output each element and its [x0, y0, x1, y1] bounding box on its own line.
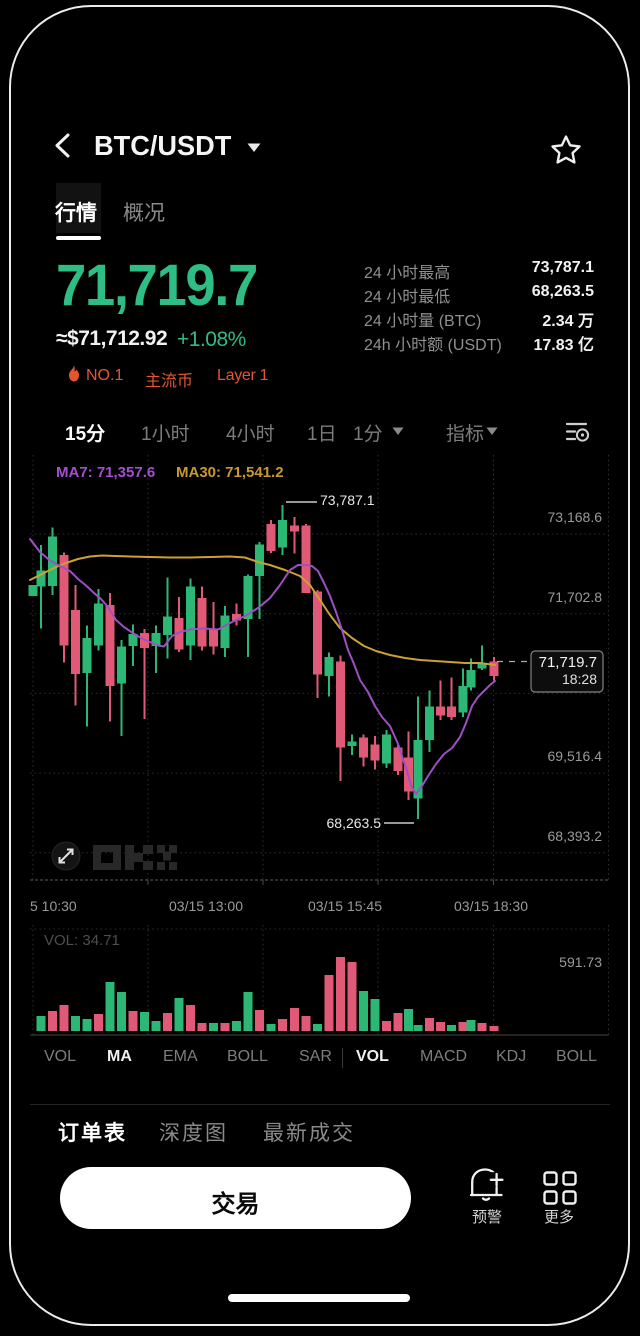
svg-text:73,787.1: 73,787.1 — [320, 492, 375, 508]
svg-text:591.73: 591.73 — [559, 954, 602, 970]
svg-text:18:28: 18:28 — [562, 671, 597, 687]
svg-text:73,168.6: 73,168.6 — [548, 509, 603, 525]
svg-text:68,393.2: 68,393.2 — [548, 828, 603, 844]
svg-text:69,516.4: 69,516.4 — [548, 748, 603, 764]
svg-text:03/15 15:45: 03/15 15:45 — [308, 898, 382, 914]
svg-text:68,263.5: 68,263.5 — [327, 815, 382, 831]
svg-text:03/15 18:30: 03/15 18:30 — [454, 898, 528, 914]
svg-text:5 10:30: 5 10:30 — [30, 898, 77, 914]
svg-text:71,719.7: 71,719.7 — [539, 654, 597, 671]
svg-text:03/15 13:00: 03/15 13:00 — [169, 898, 243, 914]
svg-text:71,702.8: 71,702.8 — [548, 589, 603, 605]
svg-text:MA30: 71,541.2: MA30: 71,541.2 — [176, 464, 284, 481]
svg-text:VOL: 34.71: VOL: 34.71 — [44, 932, 120, 949]
svg-text:MA7: 71,357.6: MA7: 71,357.6 — [56, 464, 155, 481]
